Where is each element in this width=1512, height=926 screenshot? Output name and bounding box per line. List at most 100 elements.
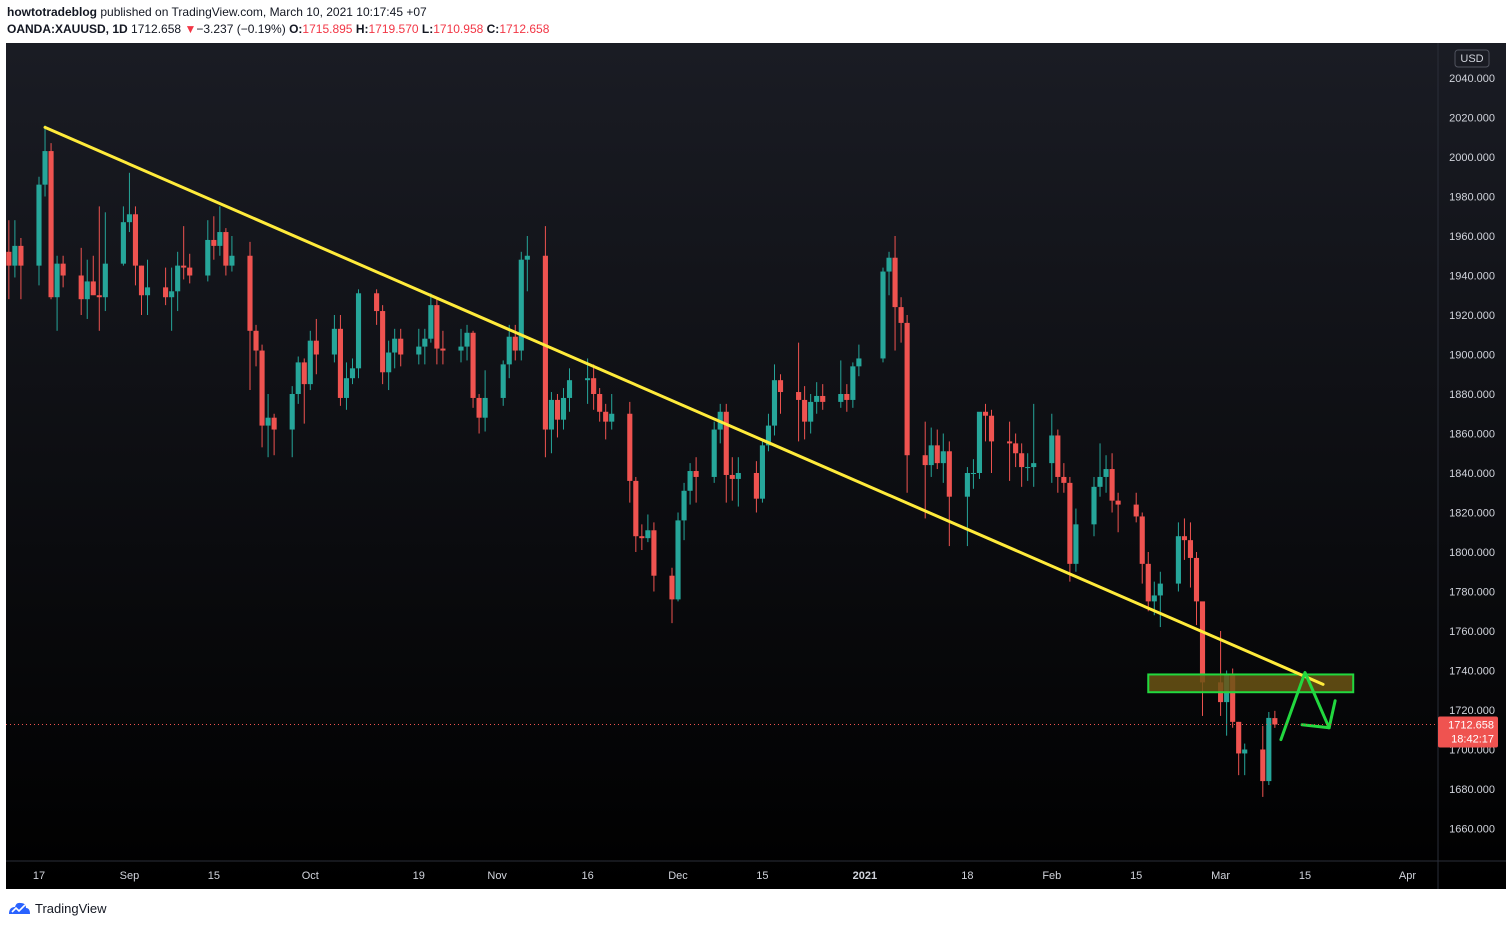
candle[interactable] [1013, 433, 1019, 468]
candle[interactable] [307, 330, 313, 391]
candle[interactable] [753, 461, 759, 513]
candle[interactable] [54, 255, 60, 331]
candle[interactable] [422, 328, 428, 365]
candle[interactable] [380, 305, 386, 385]
candle[interactable] [970, 459, 976, 489]
candle[interactable] [1175, 522, 1181, 592]
candle[interactable] [1266, 711, 1272, 786]
candle[interactable] [1272, 710, 1278, 728]
candle[interactable] [506, 324, 512, 379]
candle[interactable] [386, 340, 392, 391]
candle[interactable] [313, 318, 319, 375]
candle[interactable] [476, 394, 482, 434]
candle[interactable] [1019, 443, 1025, 487]
candle[interactable] [693, 457, 699, 503]
candle[interactable] [982, 403, 989, 442]
candle[interactable] [374, 289, 380, 325]
candle[interactable] [1067, 476, 1073, 582]
candle[interactable] [1145, 552, 1151, 612]
candle[interactable] [211, 216, 217, 260]
candle[interactable] [289, 386, 295, 458]
candle[interactable] [349, 358, 356, 385]
candle[interactable] [175, 251, 181, 312]
candle[interactable] [1103, 455, 1109, 493]
candle[interactable] [265, 394, 271, 458]
footer-brand[interactable]: TradingView [35, 900, 107, 916]
candle[interactable] [42, 125, 48, 197]
candle[interactable] [247, 241, 253, 391]
candle[interactable] [1260, 725, 1266, 797]
candle[interactable] [470, 330, 476, 408]
candle[interactable] [765, 413, 772, 452]
candle[interactable] [844, 384, 850, 412]
candle[interactable] [464, 324, 470, 361]
candle[interactable] [337, 315, 343, 406]
candle[interactable] [428, 293, 434, 343]
candle[interactable] [1109, 453, 1115, 513]
candle[interactable] [253, 324, 259, 367]
candle[interactable] [1097, 443, 1103, 497]
candle[interactable] [1007, 421, 1013, 481]
candle[interactable] [138, 265, 145, 315]
candle[interactable] [1115, 492, 1121, 533]
candle[interactable] [808, 394, 814, 434]
candle[interactable] [1091, 476, 1097, 537]
candle[interactable] [928, 427, 934, 477]
candle[interactable] [1157, 571, 1163, 628]
candle[interactable] [48, 143, 54, 300]
candle[interactable] [777, 374, 784, 414]
candle[interactable] [126, 172, 132, 233]
candle[interactable] [669, 567, 675, 624]
candle[interactable] [84, 259, 90, 319]
candle[interactable] [1031, 403, 1037, 487]
candle[interactable] [60, 255, 66, 288]
projection-arrow[interactable] [1279, 671, 1331, 742]
candle[interactable] [18, 237, 24, 300]
candle[interactable] [904, 315, 910, 493]
candle[interactable] [518, 251, 524, 361]
candle[interactable] [1025, 453, 1031, 481]
candle[interactable] [392, 328, 398, 369]
candle[interactable] [78, 247, 84, 315]
candle[interactable] [639, 524, 645, 551]
candle[interactable] [976, 411, 983, 479]
candle[interactable] [1049, 413, 1055, 483]
candle[interactable] [645, 514, 651, 543]
candle[interactable] [355, 289, 362, 379]
candle[interactable] [820, 384, 826, 410]
candle[interactable] [548, 392, 554, 454]
candle[interactable] [603, 403, 609, 440]
candle[interactable] [1139, 512, 1145, 584]
candle[interactable] [90, 255, 96, 296]
candle[interactable] [687, 463, 693, 505]
candle[interactable] [1187, 522, 1194, 588]
candle[interactable] [259, 344, 265, 448]
candle[interactable] [735, 457, 741, 507]
candle[interactable] [223, 228, 229, 276]
candle[interactable] [814, 382, 820, 414]
candle[interactable] [585, 358, 591, 404]
candle[interactable] [1242, 743, 1248, 776]
candle[interactable] [1073, 508, 1079, 572]
candle[interactable] [295, 356, 301, 404]
candle[interactable] [771, 364, 778, 436]
candle[interactable] [181, 226, 187, 280]
candle[interactable] [1133, 492, 1139, 523]
candle[interactable] [500, 360, 506, 406]
candle[interactable] [301, 358, 307, 424]
candle[interactable] [886, 251, 892, 296]
candle[interactable] [144, 259, 151, 315]
candle[interactable] [205, 220, 211, 282]
candle[interactable] [1199, 601, 1206, 716]
candle[interactable] [120, 206, 126, 266]
candle[interactable] [633, 476, 639, 552]
candle[interactable] [102, 212, 108, 312]
candle[interactable] [482, 370, 488, 432]
candle[interactable] [458, 328, 464, 363]
trendline[interactable] [43, 125, 1325, 686]
author-name[interactable]: howtotradeblog [7, 5, 97, 19]
candle[interactable] [892, 236, 898, 351]
candle[interactable] [711, 421, 717, 483]
candle[interactable] [940, 433, 946, 483]
